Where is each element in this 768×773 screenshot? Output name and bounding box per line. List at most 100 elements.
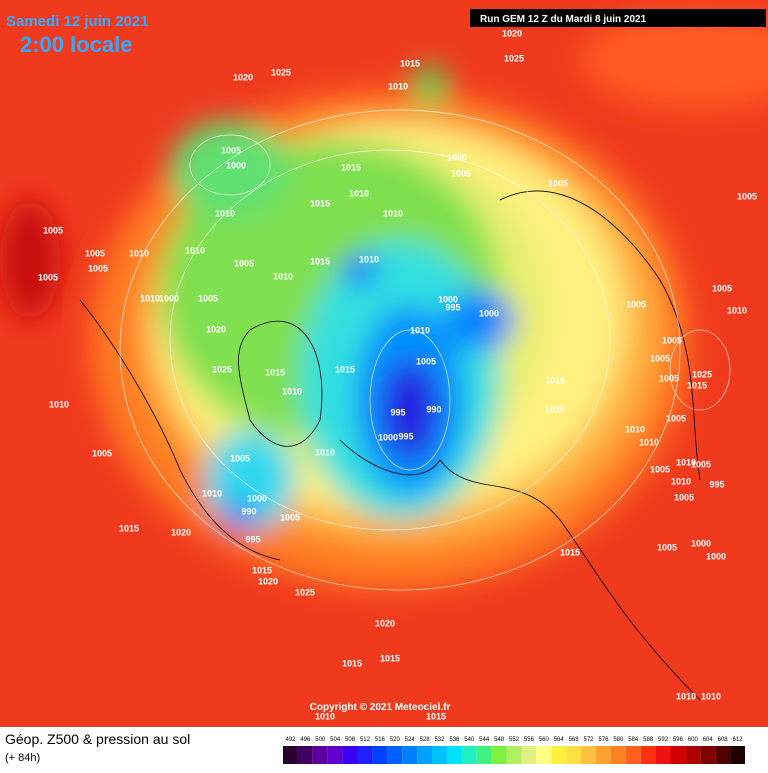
isobar-label: 1000 [247,493,267,503]
isobar-label: 1010 [701,691,721,701]
isobar-label: 1000 [706,551,726,561]
isobar-label: 1015 [310,198,330,208]
isobar-label: 1000 [226,160,246,170]
isobar-label: 1025 [692,369,712,379]
isobar-label: 1005 [626,299,646,309]
isobar-label: 1005 [92,448,112,458]
isobar-label: 1005 [88,263,108,273]
colorbar-label: 496 [300,737,311,743]
colorbar-swatch [685,746,701,764]
legend-title: Géop. Z500 & pression au sol [5,731,190,747]
colorbar-label: 552 [509,737,520,743]
colorbar-label: 492 [285,737,296,743]
colorbar-swatch [551,746,567,764]
isobar-label: 1010 [282,386,302,396]
colorbar-swatch [432,746,447,764]
colorbar-swatch [491,746,507,764]
isobar-label: 1005 [657,542,677,552]
isobar-label: 1005 [650,353,670,363]
run-info: Run GEM 12 Z du Mardi 8 juin 2021 [480,14,647,25]
date: Samedi 12 juin 2021 [6,13,149,30]
colorbar-label: 612 [733,737,744,743]
isobar-label: 1005 [666,413,686,423]
isobar-label: 1020 [171,527,191,537]
colorbar-swatch [372,746,388,764]
colorbar-label: 508 [345,737,356,743]
isobar-label: 1015 [335,364,355,374]
colorbar-swatch [715,746,731,764]
colorbar-swatch [283,746,298,764]
isobar-label: 1005 [85,248,105,258]
isobar-label: 1005 [221,145,241,155]
isobar-label: 1015 [252,565,272,575]
colorbar-swatch [625,746,641,764]
colorbar-swatch [387,746,403,764]
isobar-label: 1010 [49,399,69,409]
legend-subtitle: (+ 84h) [5,752,40,764]
colorbar-swatch [357,746,373,764]
colorbar-label: 584 [628,737,639,743]
copyright: Copyright © 2021 Meteociel.fr [310,702,451,713]
colorbar-swatch [506,746,522,764]
isobar-label: 1005 [674,492,694,502]
colorbar-label: 532 [434,737,445,743]
colorbar-label: 580 [613,737,624,743]
colorbar-label: 556 [524,737,535,743]
isobar-label: 1015 [687,380,707,390]
colorbar-label: 528 [420,737,431,743]
isobar-label: 1010 [410,325,430,335]
colorbar: 492 496 500 504 508 512 516 520 524 528 532 536 540 5… [283,737,745,764]
isobar-label: 1015 [400,58,420,68]
colorbar-swatch [610,746,626,764]
colorbar-label: 544 [479,737,490,743]
isobar-label: 1020 [206,324,226,334]
isobar-label: 1005 [43,225,63,235]
colorbar-label: 560 [539,737,550,743]
isobar-label: 1010 [383,208,403,218]
colorbar-label: 596 [673,737,684,743]
colorbar-swatch [461,746,477,764]
isobar-label: 990 [426,404,441,414]
isobar-label: 1025 [295,587,315,597]
isobar-label: 990 [241,506,256,516]
isobar-label: 1005 [650,464,670,474]
colorbar-swatch [327,746,343,764]
isobar-label: 1025 [504,53,524,63]
isobar-label: 995 [445,302,460,312]
isobar-label: 1000 [479,308,499,318]
colorbar-swatch [297,746,313,764]
isobar-label: 1010 [625,424,645,434]
isobar-label: 1010 [215,208,235,218]
colorbar-label: 600 [688,737,699,743]
coastlines [79,190,701,701]
colorbar-swatch [670,746,686,764]
isobar-label: 1010 [315,447,335,457]
isobar-label: 1000 [438,294,458,304]
isobar-label: 1025 [271,67,291,77]
colorbar-swatch [417,746,433,764]
isobar-label: 1010 [129,248,149,258]
isobar-label: 1015 [119,523,139,533]
colorbar-swatch [566,746,582,764]
isobar-label: 1010 [359,254,379,264]
isobar-label: 1015 [426,711,446,721]
colorbar-label: 592 [658,737,669,743]
colorbar-label: 500 [315,737,326,743]
isobar-label: 1010 [273,271,293,281]
time: 2:00 locale [20,32,133,57]
colorbar-swatch [402,746,418,764]
colorbar-label: 516 [375,737,386,743]
isobar-label: 1005 [451,168,471,178]
isobar-label: 1010 [202,488,222,498]
colorbar-label: 504 [330,737,341,743]
colorbar-swatch [521,746,537,764]
isobar-label: 1000 [447,152,467,162]
isobar-label: 995 [709,479,724,489]
colorbar-swatch [700,746,716,764]
colorbar-label: 564 [554,737,565,743]
colorbar-swatch [312,746,328,764]
colorbar-label: 512 [360,737,371,743]
colorbar-label: 608 [718,737,729,743]
